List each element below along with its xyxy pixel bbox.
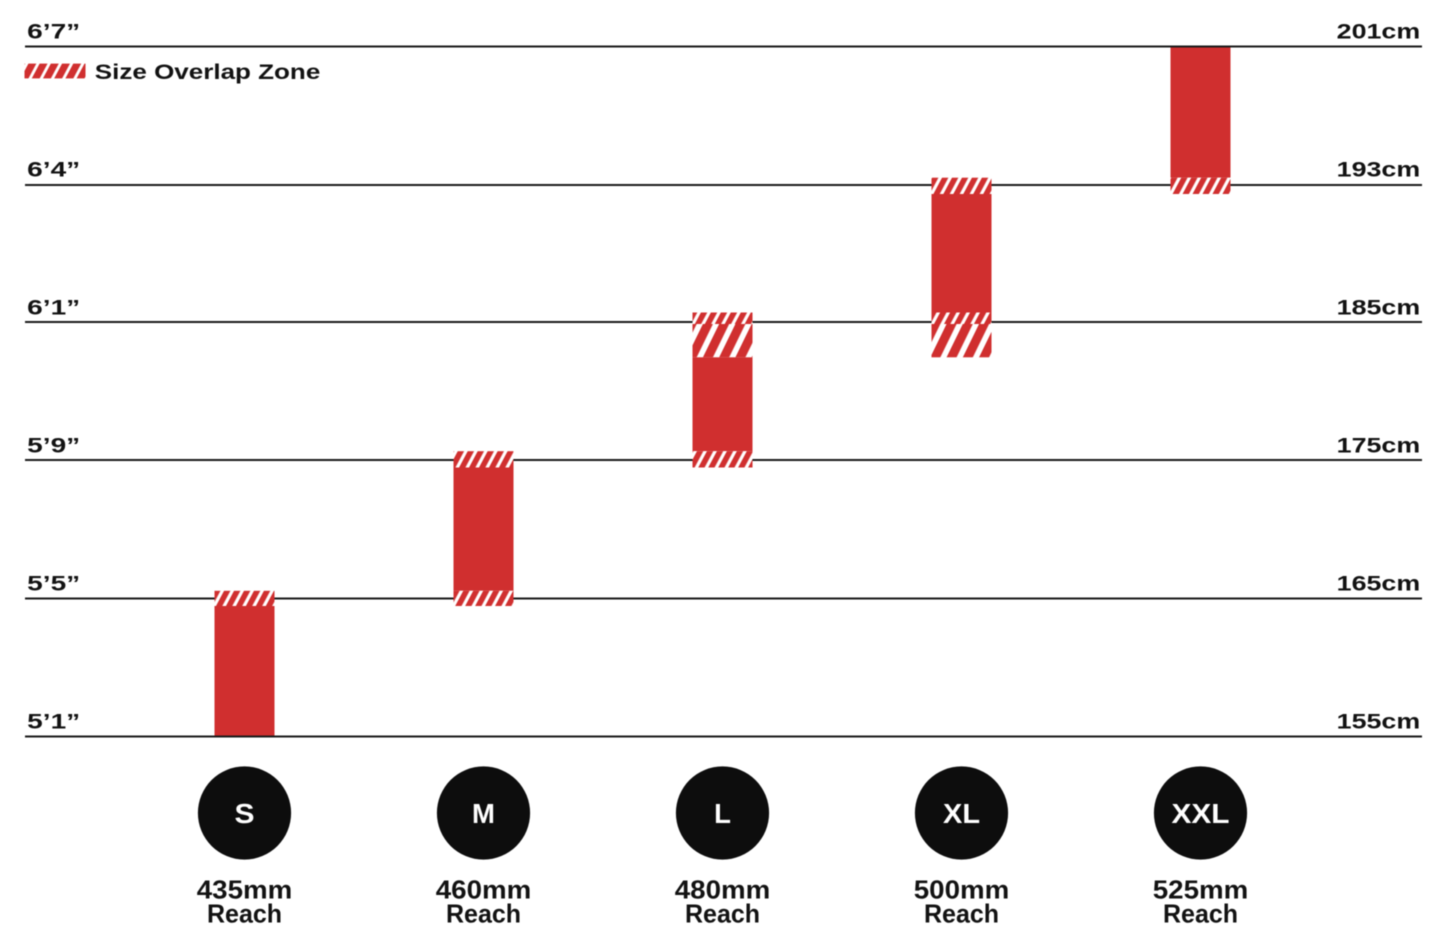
svg-text:165cm: 165cm [1337, 572, 1421, 596]
svg-text:Reach: Reach [924, 901, 999, 929]
svg-text:XXL: XXL [1172, 798, 1230, 829]
svg-text:5’1”: 5’1” [27, 710, 80, 734]
svg-text:193cm: 193cm [1337, 158, 1421, 182]
svg-text:500mm: 500mm [914, 877, 1010, 905]
svg-text:XL: XL [943, 798, 980, 829]
svg-text:480mm: 480mm [675, 877, 771, 905]
svg-text:435mm: 435mm [197, 877, 293, 905]
svg-text:201cm: 201cm [1337, 20, 1421, 44]
svg-text:Reach: Reach [446, 901, 521, 929]
svg-text:175cm: 175cm [1337, 434, 1421, 458]
svg-text:L: L [714, 798, 731, 829]
svg-text:6’4”: 6’4” [27, 158, 80, 182]
svg-text:5’5”: 5’5” [27, 572, 80, 596]
svg-text:155cm: 155cm [1337, 710, 1421, 734]
svg-text:460mm: 460mm [436, 877, 532, 905]
svg-text:M: M [472, 798, 495, 829]
svg-text:185cm: 185cm [1337, 296, 1421, 320]
svg-text:5’9”: 5’9” [27, 434, 80, 458]
svg-text:6’7”: 6’7” [27, 20, 80, 44]
svg-text:S: S [235, 798, 255, 829]
svg-text:525mm: 525mm [1153, 877, 1249, 905]
svg-text:Reach: Reach [1163, 901, 1238, 929]
svg-text:Reach: Reach [685, 901, 760, 929]
svg-text:Reach: Reach [207, 901, 282, 929]
svg-text:6’1”: 6’1” [27, 296, 80, 320]
svg-text:Size Overlap Zone: Size Overlap Zone [95, 60, 321, 84]
